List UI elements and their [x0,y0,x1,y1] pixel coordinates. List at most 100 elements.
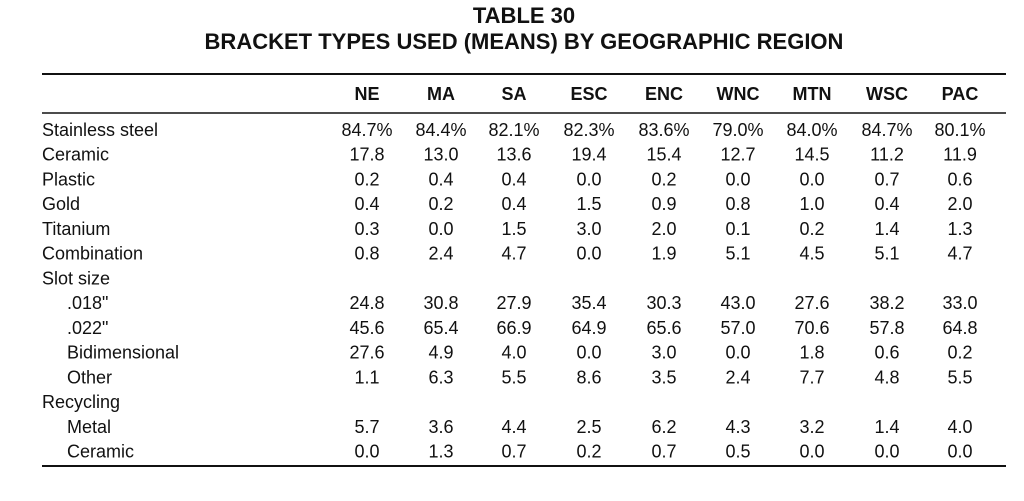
column-header: MA [427,84,455,104]
cell: 45.6 [349,318,384,338]
cell: 6.3 [428,367,453,387]
cell: 5.1 [874,244,899,264]
cell: 0.2 [428,194,453,214]
cell: 1.4 [874,417,899,437]
cell: 0.0 [874,442,899,462]
cell: 4.7 [501,244,526,264]
cell: 0.0 [799,169,824,189]
row-label: Combination [42,244,143,264]
column-header: WSC [866,84,908,104]
cell: 4.0 [501,343,526,363]
column-header: PAC [942,84,979,104]
cell: 4.9 [428,343,453,363]
cell: 0.0 [428,219,453,239]
table-title: TABLE 30 [473,3,575,28]
cell: 0.4 [501,169,526,189]
cell: 0.8 [725,194,750,214]
cell: 2.0 [651,219,676,239]
cell: 1.4 [874,219,899,239]
row-label: Gold [42,194,80,214]
cell: 0.8 [354,244,379,264]
cell: 1.8 [799,343,824,363]
cell: 0.0 [576,343,601,363]
cell: 3.2 [799,417,824,437]
row-label: .018" [67,293,108,313]
cell: 1.1 [354,367,379,387]
cell: 0.6 [874,343,899,363]
row-label: Titanium [42,219,110,239]
cell: 82.3% [563,120,614,140]
cell: 3.6 [428,417,453,437]
cell: 82.1% [488,120,539,140]
row-label: Recycling [42,392,120,412]
cell: 83.6% [638,120,689,140]
cell: 84.0% [786,120,837,140]
cell: 0.0 [725,169,750,189]
cell: 4.7 [947,244,972,264]
column-header: WNC [717,84,760,104]
cell: 27.6 [349,343,384,363]
cell: 1.0 [799,194,824,214]
cell: 64.9 [571,318,606,338]
cell: 65.6 [646,318,681,338]
cell: 30.3 [646,293,681,313]
column-header: NE [354,84,379,104]
cell: 0.4 [874,194,899,214]
cell: 43.0 [720,293,755,313]
cell: 8.6 [576,367,601,387]
cell: 3.0 [576,219,601,239]
cell: 33.0 [942,293,977,313]
cell: 1.3 [428,442,453,462]
cell: 13.0 [423,145,458,165]
row-label: Ceramic [67,442,134,462]
cell: 11.2 [870,145,904,165]
cell: 19.4 [571,145,606,165]
cell: 57.8 [869,318,904,338]
column-header: SA [501,84,526,104]
cell: 80.1% [934,120,985,140]
cell: 6.2 [651,417,676,437]
cell: 0.9 [651,194,676,214]
cell: 65.4 [423,318,458,338]
cell: 0.7 [501,442,526,462]
cell: 0.2 [354,169,379,189]
cell: 4.0 [947,417,972,437]
cell: 5.7 [354,417,379,437]
cell: 0.1 [725,219,750,239]
cell: 0.0 [354,442,379,462]
cell: 15.4 [646,145,681,165]
cell: 30.8 [423,293,458,313]
cell: 1.9 [651,244,676,264]
cell: 0.4 [428,169,453,189]
cell: 7.7 [799,367,824,387]
cell: 0.2 [651,169,676,189]
row-label: Other [67,367,112,387]
cell: 0.2 [576,442,601,462]
cell: 0.5 [725,442,750,462]
cell: 38.2 [869,293,904,313]
cell: 84.4% [415,120,466,140]
cell: 4.4 [501,417,526,437]
cell: 5.5 [947,367,972,387]
cell: 2.0 [947,194,972,214]
cell: 12.7 [720,145,755,165]
cell: 64.8 [942,318,977,338]
cell: 0.0 [725,343,750,363]
cell: 24.8 [349,293,384,313]
table-subtitle: BRACKET TYPES USED (MEANS) BY GEOGRAPHIC… [205,29,844,54]
cell: 17.8 [349,145,384,165]
cell: 2.5 [576,417,601,437]
column-header: ENC [645,84,683,104]
cell: 84.7% [341,120,392,140]
cell: 57.0 [720,318,755,338]
cell: 3.0 [651,343,676,363]
cell: 79.0% [712,120,763,140]
cell: 0.0 [576,244,601,264]
cell: 13.6 [496,145,531,165]
cell: 0.6 [947,169,972,189]
cell: 5.1 [725,244,750,264]
cell: 0.0 [576,169,601,189]
cell: 70.6 [794,318,829,338]
cell: 4.5 [799,244,824,264]
